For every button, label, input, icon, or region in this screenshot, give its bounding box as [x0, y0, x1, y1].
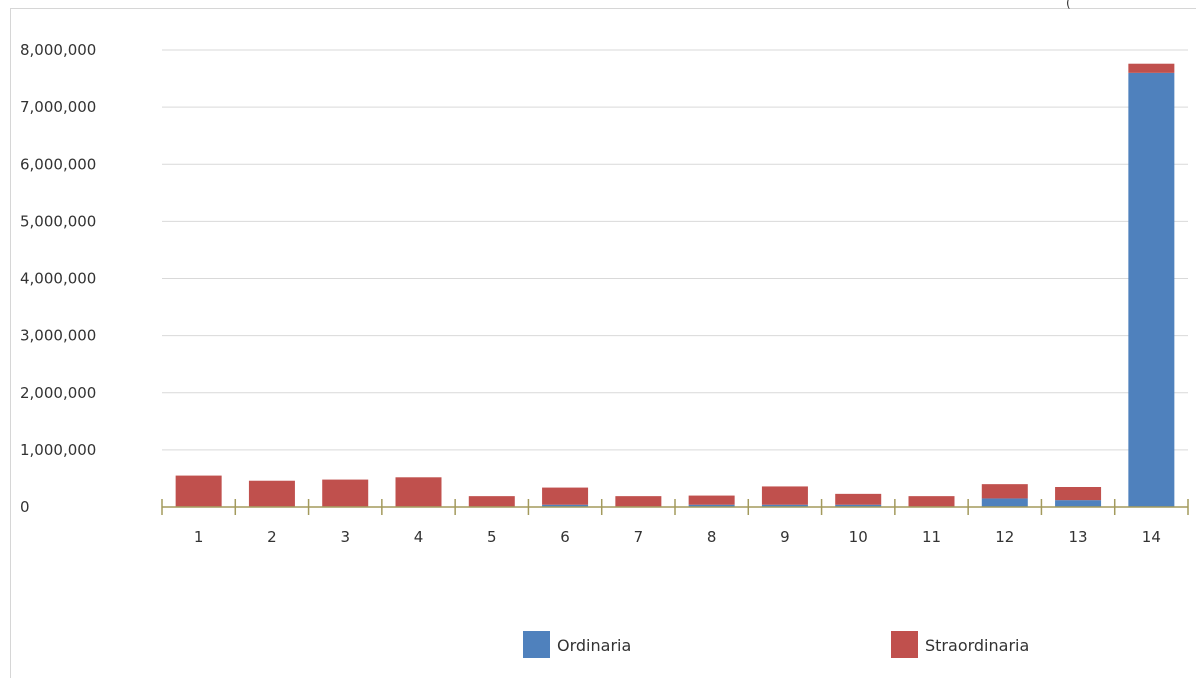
- x-tick-label: 11: [922, 528, 941, 546]
- bar-straordinaria: [761, 486, 808, 505]
- x-tick-label: 8: [707, 528, 717, 546]
- bar-straordinaria: [615, 496, 662, 507]
- bar-ordinaria: [981, 498, 1028, 507]
- y-tick-label: 7,000,000: [20, 98, 96, 116]
- y-axis-tick-labels: 0 1,000,000 2,000,000 3,000,000 4,000,000 5,0…: [20, 41, 96, 516]
- y-tick-label: 1,000,000: [20, 441, 96, 459]
- x-tick-label: 9: [780, 528, 790, 546]
- bar-straordinaria: [395, 477, 442, 507]
- x-tick-label: 3: [340, 528, 350, 546]
- legend-label: Straordinaria: [925, 636, 1029, 655]
- bar-straordinaria: [981, 484, 1028, 499]
- bar-straordinaria: [688, 495, 735, 505]
- x-tick-label: 10: [849, 528, 868, 546]
- y-tick-label: 6,000,000: [20, 155, 96, 173]
- bar-ordinaria: [1128, 72, 1175, 507]
- x-tick-label: 2: [267, 528, 277, 546]
- legend-swatch: [891, 631, 918, 658]
- x-tick-label: 1: [194, 528, 204, 546]
- bar-straordinaria: [322, 479, 369, 507]
- x-tick-label: 4: [414, 528, 424, 546]
- x-axis: [161, 499, 1189, 515]
- bar-straordinaria: [175, 475, 222, 507]
- bar-ordinaria: [761, 504, 808, 507]
- x-tick-label: 12: [995, 528, 1014, 546]
- bar-straordinaria: [248, 480, 295, 507]
- bar-ordinaria: [1055, 500, 1102, 507]
- corner-mark: (: [1066, 0, 1071, 10]
- gridlines: [162, 49, 1188, 451]
- bar-straordinaria: [1128, 63, 1175, 73]
- bar-straordinaria: [1055, 487, 1102, 501]
- y-tick-label: 4,000,000: [20, 270, 96, 288]
- legend: Ordinaria Straordinaria: [523, 631, 1029, 658]
- chart-frame: [10, 8, 1196, 678]
- legend-swatch: [523, 631, 550, 658]
- bar-ordinaria: [688, 504, 735, 507]
- bar-ordinaria: [542, 504, 589, 507]
- bar-straordinaria: [908, 496, 955, 507]
- y-tick-label: 3,000,000: [20, 327, 96, 345]
- y-tick-label: 5,000,000: [20, 212, 96, 230]
- y-tick-label: 2,000,000: [20, 384, 96, 402]
- legend-label: Ordinaria: [557, 636, 631, 655]
- y-tick-label: 0: [20, 498, 30, 516]
- x-tick-label: 5: [487, 528, 497, 546]
- bar-ordinaria: [835, 504, 882, 507]
- x-axis-tick-labels: 1 2 3 4 5 6 7 8 9 10 11 12 13 14: [194, 528, 1161, 546]
- y-tick-label: 8,000,000: [20, 41, 96, 59]
- bars: [175, 63, 1175, 507]
- bar-straordinaria: [468, 496, 515, 507]
- x-tick-label: 13: [1069, 528, 1088, 546]
- bar-straordinaria: [542, 487, 589, 505]
- x-tick-label: 7: [634, 528, 644, 546]
- x-tick-label: 6: [560, 528, 570, 546]
- x-tick-label: 14: [1142, 528, 1161, 546]
- bar-straordinaria: [835, 493, 882, 505]
